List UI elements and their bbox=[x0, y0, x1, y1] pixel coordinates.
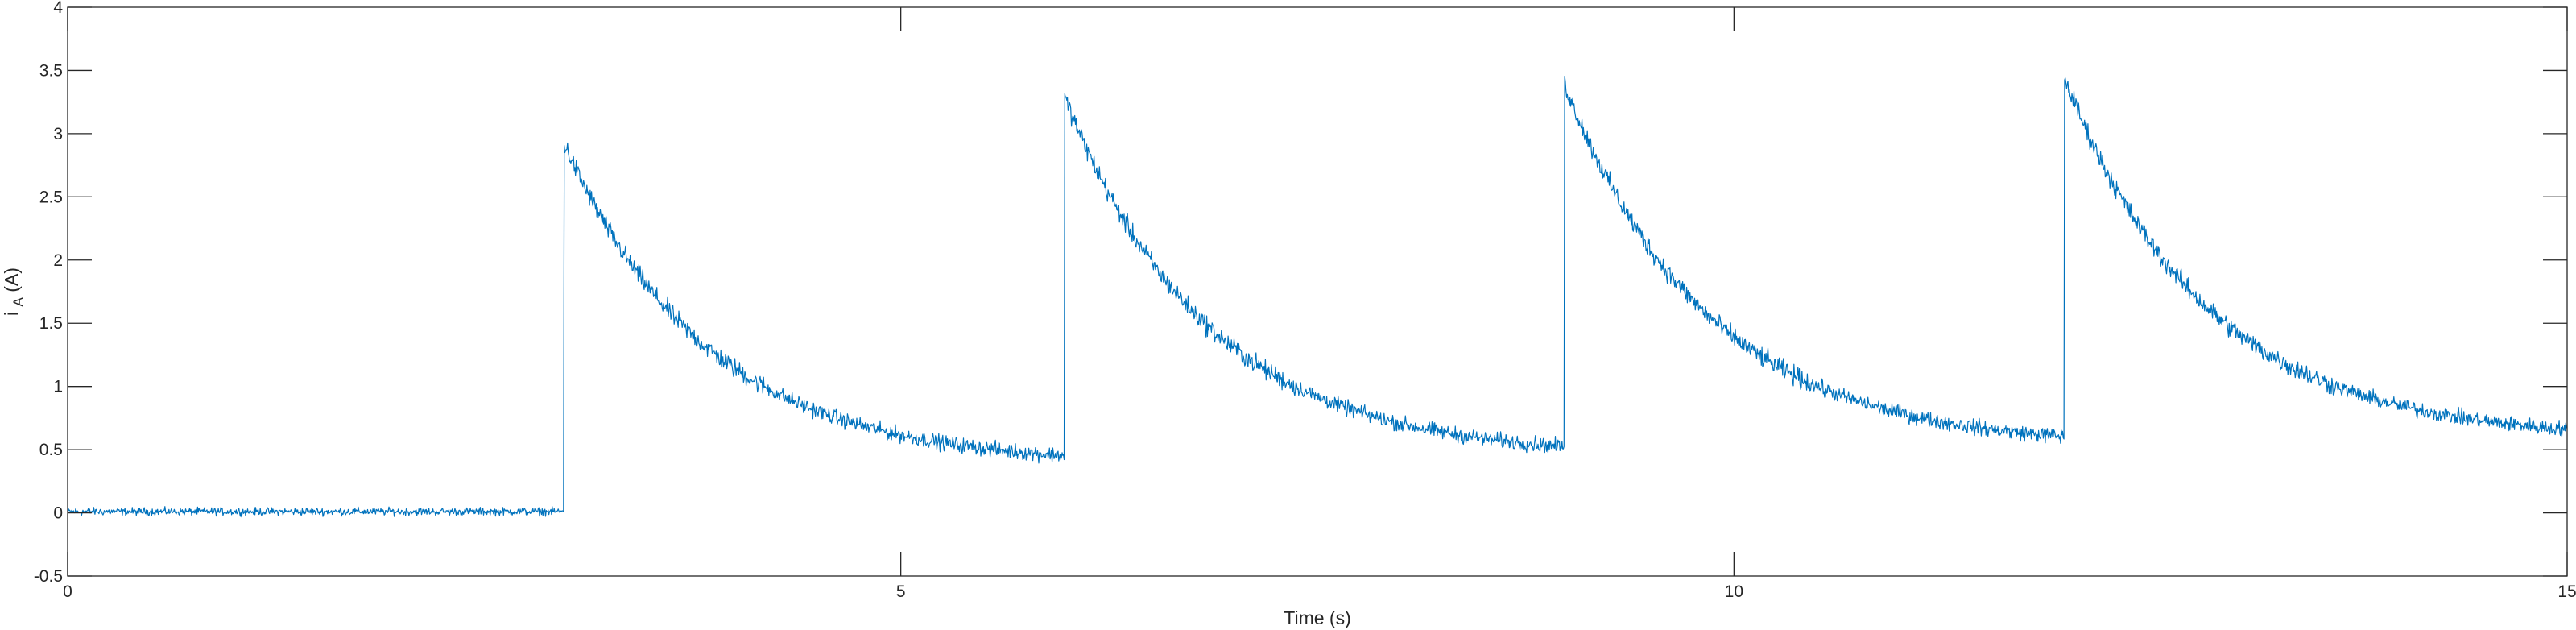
y-tick-label: 2.5 bbox=[39, 188, 63, 206]
y-tick-label: 2 bbox=[53, 251, 63, 270]
x-tick-label: 5 bbox=[896, 582, 906, 601]
y-tick-label: 1 bbox=[53, 378, 63, 396]
axes-box bbox=[67, 6, 2568, 577]
x-tick-label: 15 bbox=[2557, 582, 2576, 601]
y-axis-label-unit: (A) bbox=[1, 267, 22, 292]
series-layer bbox=[67, 75, 2568, 518]
y-tick-label: 3 bbox=[53, 125, 63, 143]
x-axis-label: Time (s) bbox=[1284, 607, 1350, 628]
y-tick-label: 0.5 bbox=[39, 441, 63, 459]
y-axis-label-symbol: i bbox=[1, 312, 22, 316]
y-axis-label-subscript: A bbox=[10, 296, 26, 306]
x-tick-label: 0 bbox=[63, 582, 72, 601]
series-line bbox=[67, 75, 2568, 518]
y-tick-label: 3.5 bbox=[39, 61, 63, 80]
x-tick-labels: 0 5 10 15 bbox=[63, 582, 2576, 601]
y-tick-label: 1.5 bbox=[39, 314, 63, 333]
y-tick-labels: -0.5 0 0.5 1 1.5 2 2.5 3 3.5 4 bbox=[34, 0, 64, 586]
y-axis-label: i A (A) bbox=[1, 267, 27, 316]
y-tick-label: 4 bbox=[53, 0, 63, 17]
y-tick-label: -0.5 bbox=[34, 567, 63, 586]
x-tick-label: 10 bbox=[1725, 582, 1743, 601]
y-tick-label: 0 bbox=[53, 504, 63, 523]
